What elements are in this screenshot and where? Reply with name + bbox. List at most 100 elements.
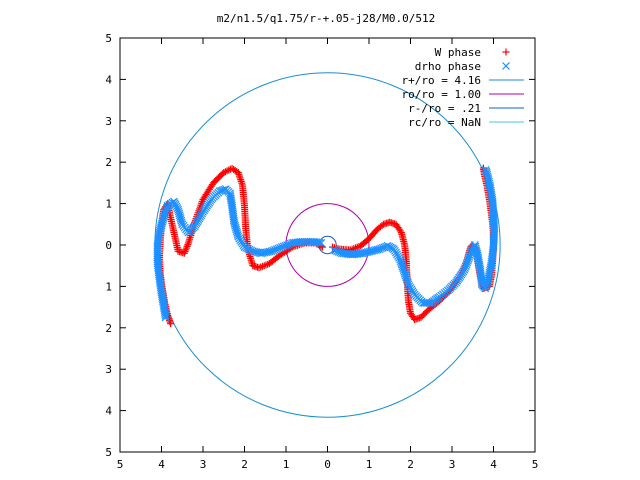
drho-phase-point bbox=[481, 166, 490, 174]
drho-phase-point-b bbox=[484, 174, 493, 183]
drho-phase-point-b bbox=[400, 267, 409, 276]
x-tick-label: 3 bbox=[200, 458, 207, 471]
y-tick-label: 1 bbox=[105, 280, 112, 293]
w-phase-point bbox=[258, 262, 266, 270]
drho-phase-point-b bbox=[161, 313, 170, 322]
drho-phase-point-b bbox=[402, 273, 410, 282]
drho-phase-point-b bbox=[397, 260, 406, 269]
w-phase-point bbox=[200, 194, 208, 202]
drho-phase-point-b bbox=[397, 259, 406, 267]
x-tick-label: 2 bbox=[241, 458, 248, 471]
y-tick-label: 4 bbox=[105, 73, 112, 86]
drho-phase-point-b bbox=[161, 309, 169, 318]
drho-phase-point-b bbox=[502, 62, 510, 70]
drho-phase-point bbox=[502, 62, 510, 70]
y-tick-label: 4 bbox=[105, 405, 112, 418]
drho-phase-point-b bbox=[482, 167, 491, 176]
drho-phase-point-b bbox=[402, 275, 411, 283]
w-phase-point bbox=[353, 243, 361, 251]
w-phase-point bbox=[264, 260, 272, 268]
drho-phase-point-b bbox=[396, 257, 405, 266]
drho-phase-point bbox=[424, 299, 432, 307]
drho-phase-point-b bbox=[403, 276, 412, 285]
drho-phase-point-b bbox=[401, 271, 410, 280]
x-tick-label: 0 bbox=[324, 458, 331, 471]
y-tick-label: 2 bbox=[105, 156, 112, 169]
drho-phase-point-b bbox=[481, 166, 490, 174]
legend-label: W phase bbox=[435, 46, 481, 59]
drho-phase-point-b bbox=[333, 247, 341, 256]
y-tick-label: 3 bbox=[105, 115, 112, 128]
drho-phase-point-b bbox=[399, 264, 408, 273]
drho-phase-point-b bbox=[329, 246, 338, 254]
chart-title: m2/n1.5/q1.75/r-+.05-j28/M0.0/512 bbox=[217, 12, 436, 25]
drho-phase-point-b bbox=[252, 248, 261, 256]
y-tick-label: 1 bbox=[105, 198, 112, 211]
drho-phase-point-b bbox=[174, 207, 183, 216]
w-phase-series bbox=[155, 164, 497, 328]
drho-phase-point bbox=[482, 167, 491, 176]
w-phase-point bbox=[225, 166, 233, 174]
x-tick-label: 4 bbox=[490, 458, 497, 471]
w-phase-point bbox=[502, 48, 510, 56]
w-phase-point bbox=[167, 320, 175, 328]
legend-label: drho phase bbox=[415, 60, 481, 73]
x-tick-label: 3 bbox=[449, 458, 456, 471]
w-phase-point bbox=[262, 261, 270, 269]
w-phase-point bbox=[228, 164, 236, 172]
drho-phase-point-b bbox=[471, 242, 480, 251]
drho-phase-point-b bbox=[398, 262, 407, 271]
drho-phase-point-b bbox=[472, 246, 481, 255]
drho-phase-point-b bbox=[257, 249, 266, 258]
x-tick-label: 2 bbox=[407, 458, 414, 471]
x-tick-label: 4 bbox=[158, 458, 165, 471]
drho-phase-point-b bbox=[382, 242, 390, 251]
drho-phase-point-b bbox=[161, 311, 170, 320]
x-tick-label: 1 bbox=[366, 458, 373, 471]
drho-phase-point-b bbox=[470, 241, 479, 249]
drho-phase-point-b bbox=[399, 266, 408, 275]
w-phase-point bbox=[182, 244, 190, 252]
w-phase-point bbox=[396, 227, 404, 235]
legend-label: r-/ro = .21 bbox=[408, 102, 481, 115]
phase-points bbox=[153, 164, 499, 328]
x-tick-label: 5 bbox=[117, 458, 124, 471]
y-tick-label: 5 bbox=[105, 32, 112, 45]
drho-phase-point-b bbox=[175, 209, 184, 218]
drho-phase-point-b bbox=[253, 248, 262, 257]
drho-phase-point-b bbox=[310, 238, 319, 246]
w-phase-point bbox=[183, 242, 191, 250]
drho-phase-point-b bbox=[396, 255, 405, 264]
drho-phase-point-b bbox=[255, 248, 264, 257]
w-phase-point bbox=[265, 260, 273, 268]
drho-phase-point-b bbox=[482, 169, 491, 177]
drho-phase-point-b bbox=[226, 192, 235, 201]
drho-phase-point-b bbox=[250, 247, 259, 256]
drho-phase-point-b bbox=[424, 299, 432, 307]
drho-phase-point-b bbox=[334, 248, 343, 256]
w-phase-point bbox=[223, 167, 231, 175]
drho-phase-point-b bbox=[400, 269, 409, 278]
drho-phase-point bbox=[161, 311, 170, 320]
drho-phase-point-b bbox=[483, 170, 492, 179]
drho-phase-point-b bbox=[226, 191, 235, 199]
drho-phase-point-b bbox=[483, 172, 492, 181]
drho-phase-point-b bbox=[331, 246, 340, 255]
y-tick-label: 5 bbox=[105, 446, 112, 459]
w-phase-point bbox=[352, 244, 360, 252]
w-phase-point bbox=[260, 262, 268, 270]
y-tick-label: 2 bbox=[105, 322, 112, 335]
w-phase-point bbox=[184, 241, 192, 249]
legend-label: rc/ro = NaN bbox=[408, 116, 481, 129]
drho-phase-point bbox=[382, 242, 390, 251]
drho-phase-series bbox=[153, 166, 499, 322]
legend-label: r+/ro = 4.16 bbox=[402, 74, 481, 87]
y-tick-label: 3 bbox=[105, 363, 112, 376]
y-tick-label: 0 bbox=[105, 239, 112, 252]
w-phase-point bbox=[226, 165, 234, 173]
w-phase-point bbox=[184, 239, 192, 247]
drho-phase-point-b bbox=[403, 278, 412, 287]
